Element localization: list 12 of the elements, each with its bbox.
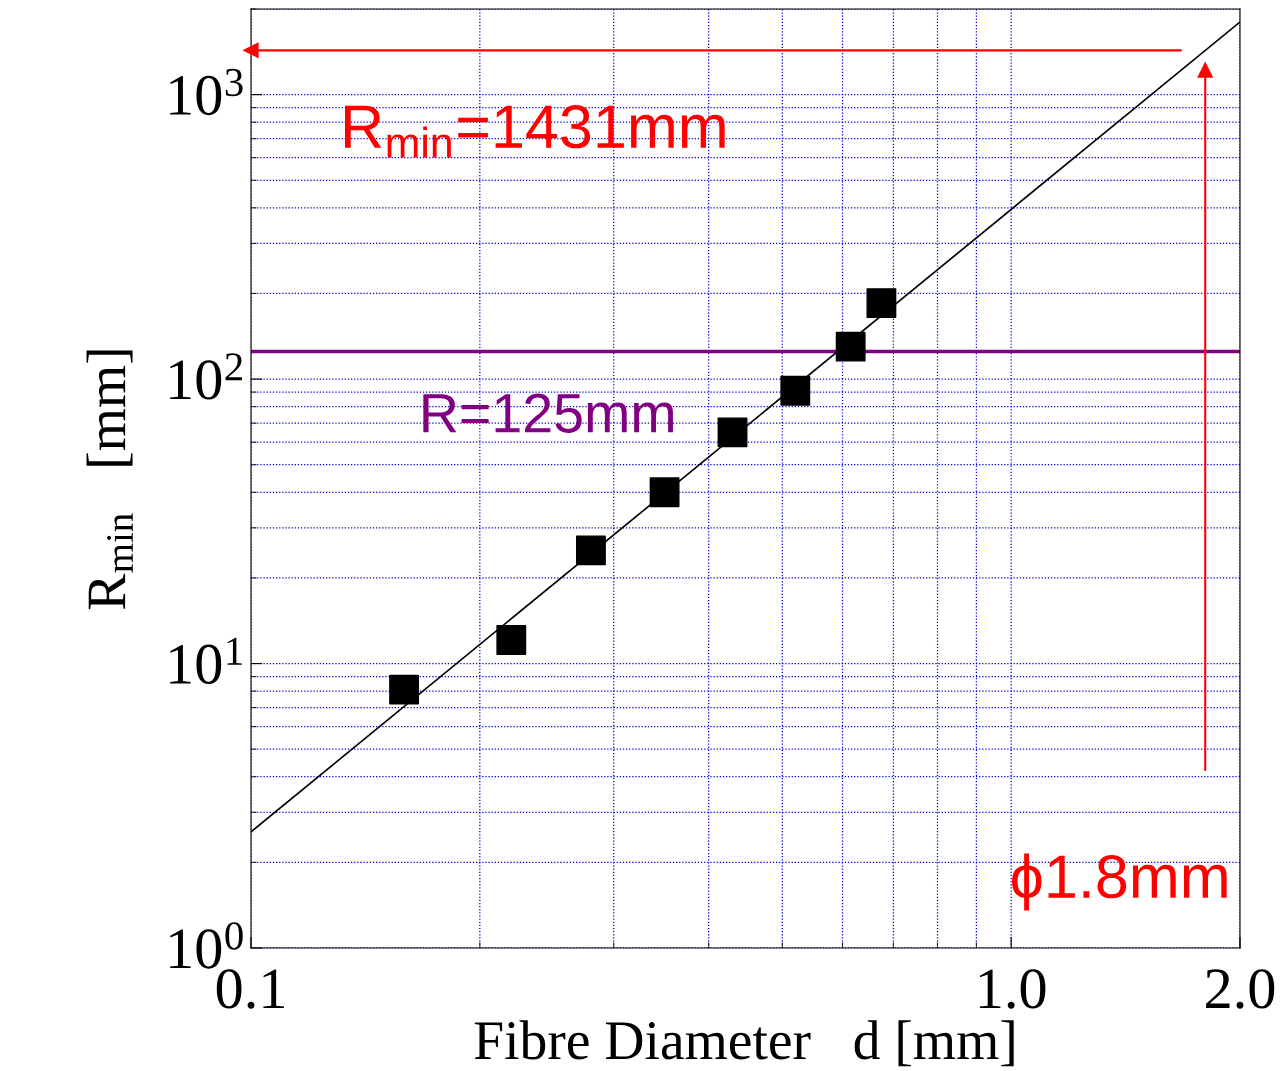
text: R$_{min}$ [mm] [86, 350, 133, 610]
x-axis-title: Fibre Diameter d [mm] [474, 1020, 1014, 1067]
ref-line-label: R$_{min}$=1431mm [345, 105, 725, 158]
y-tick-label: 10$^{3}$ [170, 68, 243, 116]
x-tick-label: 0.1 [216, 969, 284, 1009]
ref-line-label: ϕ1.8mm [1012, 853, 1227, 911]
ref-line-label: R=125mm [423, 393, 673, 433]
y-tick-label: 10$^{0}$ [170, 922, 243, 969]
x-tick-label: 1.0 [979, 969, 1046, 1009]
x-tick-label: 2.0 [1206, 969, 1275, 1009]
y-tick-label: 10$^{1}$ [170, 637, 242, 684]
y-tick-label: 10$^{2}$ [170, 353, 243, 400]
